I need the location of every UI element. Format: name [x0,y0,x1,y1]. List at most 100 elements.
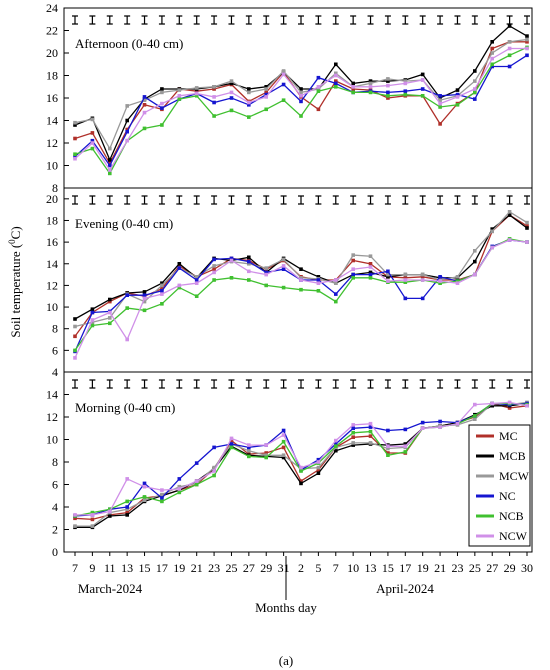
error-bar [350,379,357,389]
panel-label: Evening (0-40 cm) [75,216,173,231]
point-ncw [473,272,477,277]
point-mcw [142,299,147,304]
error-bar [124,15,131,25]
point-ncw [212,95,216,99]
point-mcw [108,316,112,320]
point-mcb [490,227,494,231]
point-ncw [281,433,286,437]
point-mc [525,224,529,228]
point-mcw [142,498,147,502]
point-mcw [351,441,355,445]
point-ncb [247,454,251,459]
error-bar [193,195,200,205]
point-mcw [386,77,390,81]
y-tick-label: 12 [46,136,58,150]
point-ncw [455,281,460,285]
error-bar [471,15,478,25]
point-ncb [299,287,303,292]
x-tick-label: 9 [89,561,95,575]
error-bar [72,379,78,389]
point-ncw [264,443,268,447]
error-bar [367,195,374,205]
point-ncb [73,348,77,353]
point-nc [247,259,251,264]
error-bar [245,15,252,25]
point-ncw [142,484,147,489]
point-mcw [316,87,321,91]
point-ncb [194,294,199,298]
error-bar [384,15,391,25]
point-ncw [351,267,355,271]
point-nc [229,442,234,446]
point-ncw [299,278,303,282]
point-mcw [334,71,338,76]
error-bar [402,15,409,25]
point-mcw [455,275,460,279]
point-mcw [212,264,216,268]
point-ncb [455,279,460,283]
point-nc [525,53,529,58]
point-ncb [160,123,164,127]
point-ncb [455,103,460,107]
x-axis-title: Months day [255,600,317,615]
point-ncb [177,490,182,495]
point-ncw [316,460,321,464]
error-bar [124,195,131,205]
point-ncw [403,278,408,282]
point-ncw [160,488,164,492]
point-ncb [403,92,408,97]
point-nc [299,99,303,104]
x-tick-label: 19 [173,561,185,575]
point-mc [368,434,373,438]
point-mcb [108,514,112,518]
error-bar [506,379,513,389]
error-bar [89,15,96,25]
point-ncw [177,283,182,288]
error-bar [350,15,357,25]
point-ncw [386,444,390,448]
point-ncw [247,443,251,447]
error-bar [280,15,287,25]
error-bar [263,15,270,25]
x-tick-label: 21 [434,561,446,575]
point-ncb [386,453,390,457]
point-ncw [142,296,147,301]
point-mcb [473,69,477,73]
error-bar [489,15,496,25]
point-mcb [160,87,164,91]
point-nc [351,272,355,277]
x-tick-label: 15 [382,561,394,575]
point-ncb [386,94,390,98]
point-nc [316,457,321,462]
point-mcw [299,276,303,280]
error-bar [454,195,461,205]
error-bar [367,379,374,389]
point-ncb [334,85,338,89]
point-ncw [160,101,164,106]
point-ncb [212,278,216,282]
point-ncb [438,281,442,285]
point-mcb [177,262,182,266]
point-nc [142,293,147,297]
point-ncb [351,430,355,435]
point-ncb [125,499,129,504]
error-bar [106,195,113,205]
y-tick-label: 24 [46,1,58,15]
point-mc [299,479,303,483]
error-bar [524,15,530,25]
point-mcb [473,259,477,264]
error-bar [506,15,513,25]
x-tick-label: 29 [504,561,516,575]
point-mc [420,275,425,279]
error-bar [437,195,444,205]
point-mcw [90,320,95,324]
point-nc [403,296,408,301]
point-mcw [334,281,338,285]
point-mc [90,131,95,135]
error-bar [89,379,96,389]
error-bar [471,195,478,205]
point-mc [403,276,408,280]
point-ncw [108,168,112,172]
y-tick-label: 22 [46,24,58,38]
point-nc [281,428,286,433]
